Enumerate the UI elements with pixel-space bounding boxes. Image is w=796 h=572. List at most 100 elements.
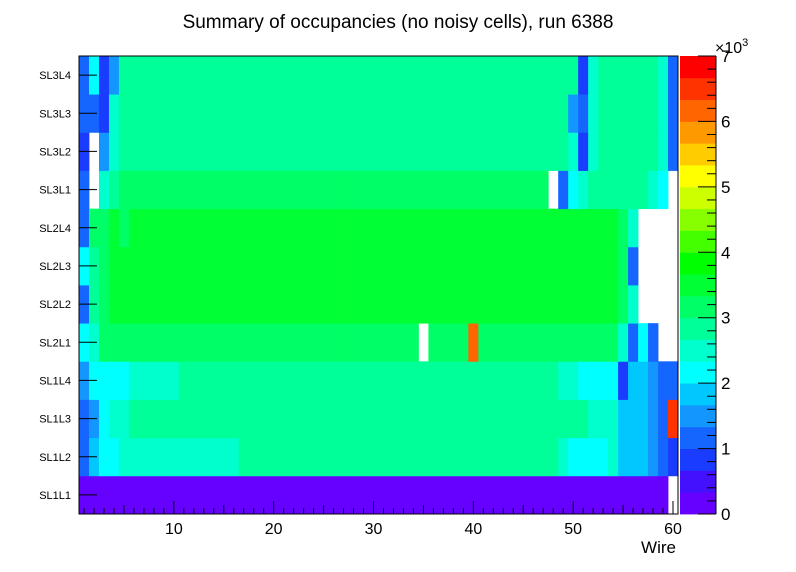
heatmap-cell — [628, 170, 639, 210]
heatmap-cell — [308, 399, 319, 439]
heatmap-cell — [108, 246, 120, 286]
heatmap-cell — [188, 94, 200, 133]
heatmap-cell — [508, 246, 519, 286]
heatmap-cell — [658, 475, 669, 515]
heatmap-cell — [398, 56, 409, 95]
heatmap-cell — [568, 399, 579, 439]
heatmap-cell — [588, 246, 599, 286]
heatmap-cell — [238, 132, 250, 171]
heatmap-cell — [288, 437, 300, 477]
heatmap-cell — [298, 475, 310, 515]
heatmap-cell — [168, 246, 180, 286]
heatmap-cell — [168, 437, 180, 477]
z-axis: 0 1 2 3 4 5 6 7 — [698, 47, 730, 524]
heatmap-cell — [498, 399, 509, 439]
heatmap-cell — [418, 132, 429, 171]
heatmap-cell — [598, 246, 609, 286]
heatmap-cell — [458, 399, 469, 439]
heatmap-cell — [158, 94, 170, 133]
heatmap-cell — [198, 170, 210, 210]
heatmap-cell — [258, 170, 270, 210]
heatmap-cell — [128, 208, 140, 248]
heatmap-cell — [518, 208, 529, 248]
heatmap-cell — [328, 323, 339, 362]
heatmap-cell — [198, 208, 210, 248]
heatmap-cell — [98, 246, 110, 286]
heatmap-cell — [208, 94, 220, 133]
heatmap-cell — [488, 94, 499, 133]
heatmap-cell — [538, 94, 549, 133]
heatmap-cell — [558, 437, 569, 477]
heatmap-cell — [368, 170, 379, 210]
heatmap-cell — [338, 475, 349, 515]
heatmap-cell — [338, 285, 349, 324]
heatmap-cell — [248, 285, 260, 324]
heatmap-cell — [278, 94, 290, 133]
heatmap-cell — [438, 94, 449, 133]
heatmap-cell — [438, 437, 449, 477]
heatmap-cell — [318, 285, 329, 324]
heatmap-cell — [388, 437, 399, 477]
palette-segment — [680, 186, 716, 210]
heatmap-cell — [198, 56, 210, 95]
heatmap-cell — [288, 170, 300, 210]
z-tick-label: 2 — [721, 374, 730, 393]
heatmap-cell — [298, 56, 310, 95]
heatmap-cell — [628, 475, 639, 515]
heatmap-cell — [598, 208, 609, 248]
heatmap-cell — [278, 475, 290, 515]
heatmap-cell — [268, 56, 280, 95]
heatmap-cell — [188, 475, 200, 515]
heatmap-cell — [228, 323, 240, 362]
heatmap-cell — [408, 132, 419, 171]
heatmap-cell — [528, 56, 539, 95]
heatmap-cell — [338, 132, 349, 171]
heatmap-cell — [418, 285, 429, 324]
heatmap-cell — [428, 170, 439, 210]
heatmap-cell — [358, 323, 369, 362]
heatmap-cell — [608, 132, 619, 171]
heatmap-cell — [448, 361, 459, 400]
heatmap-cell — [458, 56, 469, 95]
heatmap-cell — [518, 323, 529, 362]
heatmap-cell — [128, 437, 140, 477]
heatmap-cell — [538, 246, 549, 286]
heatmap-cell — [268, 246, 280, 286]
heatmap-cell — [598, 361, 609, 400]
heatmap-cell — [148, 361, 160, 400]
heatmap-cell — [368, 94, 379, 133]
heatmap-cell — [168, 132, 180, 171]
heatmap-cell — [128, 170, 140, 210]
heatmap-cell — [398, 323, 409, 362]
heatmap-cell — [258, 246, 270, 286]
heatmap-cell — [648, 399, 659, 439]
palette-segment — [680, 99, 716, 122]
heatmap-cell — [668, 132, 679, 171]
heatmap-cell — [488, 437, 499, 477]
heatmap-cell — [608, 361, 619, 400]
heatmap-cell — [518, 399, 529, 439]
heatmap-cell — [508, 208, 519, 248]
heatmap-cell — [658, 170, 669, 210]
heatmap-cell — [658, 361, 669, 400]
heatmap-cell — [648, 94, 659, 133]
heatmap-cell — [348, 323, 359, 362]
heatmap-cell — [98, 94, 110, 133]
heatmap-cell — [428, 323, 439, 362]
heatmap-cell — [308, 56, 319, 95]
heatmap-cell — [248, 475, 260, 515]
heatmap-cell — [518, 94, 529, 133]
heatmap-cell — [568, 208, 579, 248]
heatmap-cell — [128, 323, 140, 362]
heatmap-cell — [488, 132, 499, 171]
heatmap-cell — [358, 246, 369, 286]
heatmap-cell — [428, 285, 439, 324]
heatmap-cell — [338, 437, 349, 477]
heatmap-cell — [418, 246, 429, 286]
heatmap-cell — [378, 285, 389, 324]
heatmap-cell — [478, 56, 489, 95]
heatmap-cell — [278, 361, 290, 400]
heatmap-cell — [178, 132, 190, 171]
heatmap-cell — [428, 94, 439, 133]
heatmap-cell — [208, 170, 220, 210]
